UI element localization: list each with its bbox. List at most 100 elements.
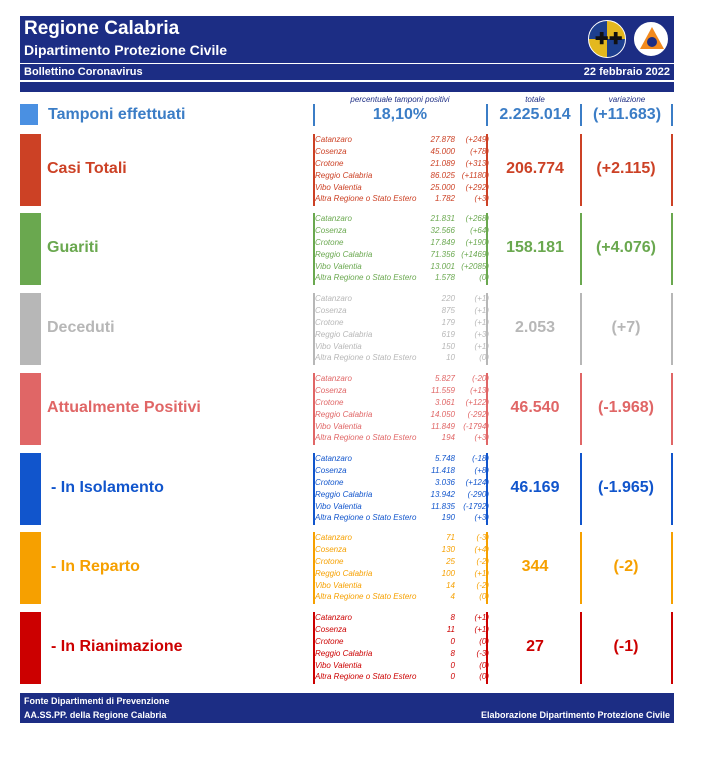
province-delta: (+3): [474, 513, 489, 523]
province-name: Crotone: [315, 237, 344, 247]
footer-source-2: AA.SS.PP. della Regione Calabria: [24, 710, 167, 720]
variation-column-header: variazione: [608, 95, 646, 104]
province-value: 5.748: [434, 454, 455, 463]
province-row: Reggio Calabria 14.050 (-292): [314, 409, 489, 421]
section-label: - In Isolamento: [51, 479, 164, 496]
province-name: Altra Regione o Stato Estero: [315, 433, 417, 443]
divider: [486, 104, 488, 126]
province-delta: (+268): [465, 214, 489, 223]
province-name: Catanzaro: [315, 613, 352, 622]
section-total: 46.169: [510, 479, 560, 496]
province-row: Cosenza 130 (+4): [314, 544, 489, 556]
divider: [313, 134, 315, 206]
province-row: Crotone 17.849 (+190): [314, 237, 489, 249]
divider: [313, 532, 315, 604]
province-value: 0: [450, 636, 455, 646]
province-value: 32.566: [430, 225, 455, 235]
footer-source: Fonte Dipartimenti di Prevenzione: [24, 696, 170, 706]
province-row: Vibo Valentia 13.001 (+2085): [314, 261, 489, 273]
province-table: Catanzaro 21.831 (+268) Cosenza 32.566 (+64) C…: [314, 213, 489, 284]
province-value: 13.942: [430, 489, 455, 499]
divider: [486, 373, 488, 445]
province-row: Altra Regione o Stato Estero 194 (+3): [314, 432, 489, 444]
province-row: Cosenza 11.559 (+13): [314, 385, 489, 397]
province-row: Crotone 25 (-2): [314, 556, 489, 568]
province-value: 27.878: [430, 135, 455, 144]
province-name: Reggio Calabria: [315, 329, 373, 339]
province-delta: (+8): [474, 465, 489, 475]
province-name: Altra Regione o Stato Estero: [315, 513, 417, 523]
province-delta: (+64): [470, 225, 489, 235]
province-delta: (+1): [474, 341, 489, 351]
province-table: Catanzaro 27.878 (+249) Cosenza 45.000 (+78) C…: [314, 134, 489, 205]
province-delta: (+1): [474, 624, 489, 634]
divider: [671, 293, 673, 365]
divider: [671, 104, 673, 126]
section-rianimazione: - In Rianimazione Catanzaro 8 (+1) Cosenza 11…: [20, 612, 674, 684]
section-color-bar: [20, 134, 41, 206]
divider: [486, 213, 488, 285]
divider: [486, 134, 488, 206]
province-name: Catanzaro: [315, 533, 352, 542]
section-label: Casi Totali: [47, 160, 127, 177]
province-delta: (0): [479, 353, 489, 363]
section-variation: (-2): [613, 558, 639, 575]
divider: [671, 453, 673, 525]
province-row: Reggio Calabria 86.025 (+1180): [314, 170, 489, 182]
province-delta: (+249): [465, 135, 489, 144]
province-row: Crotone 21.089 (+313): [314, 158, 489, 170]
province-delta: (-2): [476, 580, 489, 590]
province-value: 619: [441, 329, 455, 339]
province-name: Crotone: [315, 636, 344, 646]
province-value: 11: [446, 624, 455, 634]
section-color-bar: [20, 293, 41, 365]
perc-column-header: percentuale tamponi positivi: [350, 95, 450, 104]
province-row: Vibo Valentia 14 (-2): [314, 580, 489, 592]
province-row: Altra Regione o Stato Estero 1.782 (+3): [314, 193, 489, 205]
province-value: 25.000: [430, 182, 455, 192]
province-name: Cosenza: [315, 146, 347, 156]
province-value: 13.001: [430, 261, 455, 271]
province-delta: (+1): [474, 294, 489, 303]
province-delta: (+292): [465, 182, 489, 192]
province-row: Reggio Calabria 71.356 (+1469): [314, 249, 489, 261]
province-name: Catanzaro: [315, 294, 352, 303]
province-name: Altra Regione o Stato Estero: [315, 194, 417, 204]
divider: [486, 293, 488, 365]
province-row: Altra Regione o Stato Estero 0 (0): [314, 671, 489, 683]
province-value: 11.418: [431, 465, 455, 475]
section-color-bar: [20, 532, 41, 604]
province-name: Altra Regione o Stato Estero: [315, 353, 417, 363]
province-delta: (0): [479, 592, 489, 602]
province-value: 11.835: [431, 501, 455, 511]
province-delta: (+4): [474, 544, 489, 554]
province-delta: (+1469): [461, 249, 489, 259]
section-label: Deceduti: [47, 319, 115, 336]
province-row: Cosenza 32.566 (+64): [314, 225, 489, 237]
province-name: Cosenza: [315, 385, 347, 395]
province-value: 0: [450, 672, 455, 682]
section-casi: Casi Totali Catanzaro 27.878 (+249) Cosenza 4…: [20, 134, 674, 206]
province-delta: (-292): [467, 409, 489, 419]
province-delta: (-3): [476, 533, 489, 542]
province-value: 11.559: [431, 385, 455, 395]
province-value: 194: [441, 433, 455, 443]
province-name: Vibo Valentia: [315, 341, 362, 351]
divider: [671, 612, 673, 684]
province-row: Altra Regione o Stato Estero 1.578 (0): [314, 272, 489, 284]
section-color-bar: [20, 373, 41, 445]
tamponi-variation: (+11.683): [592, 106, 662, 123]
province-row: Crotone 0 (0): [314, 636, 489, 648]
province-delta: (0): [479, 636, 489, 646]
divider: [580, 134, 582, 206]
province-name: Reggio Calabria: [315, 170, 373, 180]
province-row: Vibo Valentia 11.849 (-1794): [314, 421, 489, 433]
tamponi-perc: 18,10%: [372, 106, 428, 123]
province-value: 150: [441, 341, 455, 351]
province-name: Cosenza: [315, 624, 347, 634]
province-value: 14.050: [430, 409, 455, 419]
province-name: Vibo Valentia: [315, 660, 362, 670]
province-row: Reggio Calabria 100 (+1): [314, 568, 489, 580]
section-deceduti: Deceduti Catanzaro 220 (+1) Cosenza 875 (+1) Cr…: [20, 293, 674, 365]
province-row: Cosenza 875 (+1): [314, 305, 489, 317]
